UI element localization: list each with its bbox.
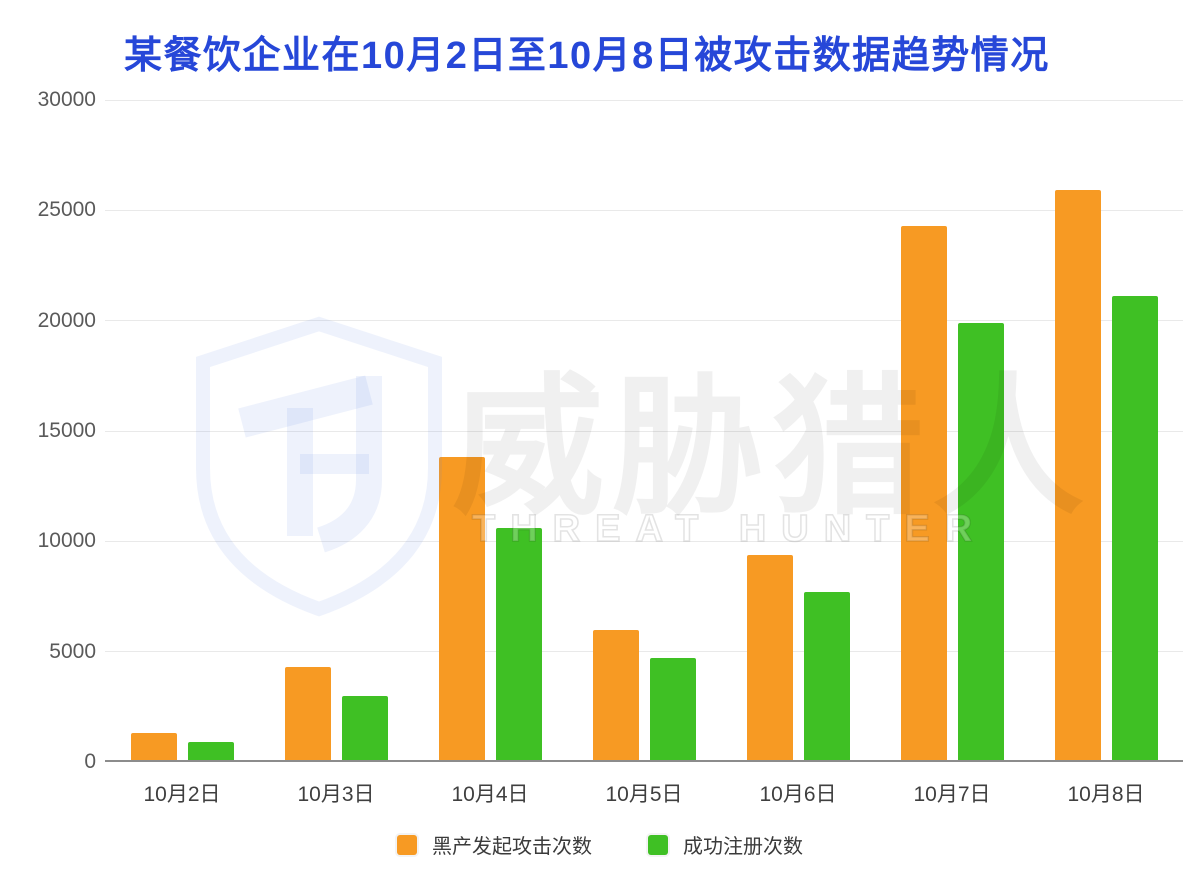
bar-registrations-10月4日 (495, 528, 542, 762)
y-tick-label: 0 (84, 750, 96, 773)
bar-attacks-10月5日 (592, 629, 639, 762)
bar-registrations-10月7日 (957, 322, 1004, 762)
y-tick-label: 30000 (37, 88, 96, 111)
gridline (105, 430, 1183, 432)
plot-area (105, 99, 1183, 762)
legend-label-registrations: 成功注册次数 (683, 836, 803, 858)
y-tick-label: 5000 (49, 639, 96, 663)
gridline (105, 320, 1183, 322)
x-tick-label: 10月4日 (451, 783, 529, 806)
x-tick-label: 10月7日 (913, 783, 991, 806)
bar-attacks-10月3日 (284, 667, 331, 762)
bar-registrations-10月8日 (1111, 296, 1158, 762)
x-tick-label: 10月6日 (759, 783, 837, 806)
x-axis-line (105, 760, 1183, 762)
bar-registrations-10月6日 (803, 592, 850, 762)
bar-attacks-10月4日 (438, 457, 485, 762)
bar-registrations-10月2日 (187, 742, 234, 762)
legend-swatch-attacks-icon (397, 834, 417, 855)
legend-item-registrations: 成功注册次数 (648, 830, 803, 859)
gridline (105, 540, 1183, 542)
legend-swatch-registrations-icon (648, 834, 668, 855)
y-tick-label: 20000 (37, 308, 96, 332)
y-tick-label: 10000 (37, 529, 96, 553)
bar-attacks-10月8日 (1054, 190, 1101, 762)
gridline (105, 651, 1183, 653)
x-tick-label: 10月2日 (143, 783, 221, 806)
legend-label-attacks: 黑产发起攻击次数 (432, 836, 592, 858)
bar-attacks-10月2日 (130, 733, 177, 762)
y-tick-label: 25000 (37, 198, 96, 222)
gridline (105, 209, 1183, 211)
x-tick-label: 10月8日 (1067, 783, 1145, 806)
y-tick-label: 15000 (37, 419, 96, 442)
x-tick-label: 10月5日 (605, 783, 683, 806)
bar-attacks-10月6日 (746, 554, 793, 762)
bar-attacks-10月7日 (900, 225, 947, 762)
chart-title: 某餐饮企业在10月2日至10月8日被攻击数据趋势情况 (124, 35, 1050, 77)
gridline (105, 99, 1183, 101)
bar-registrations-10月3日 (341, 695, 388, 762)
bar-registrations-10月5日 (649, 658, 696, 762)
x-tick-label: 10月3日 (297, 783, 375, 806)
legend: 黑产发起攻击次数 成功注册次数 (0, 830, 1200, 859)
legend-item-attacks: 黑产发起攻击次数 (397, 830, 592, 859)
